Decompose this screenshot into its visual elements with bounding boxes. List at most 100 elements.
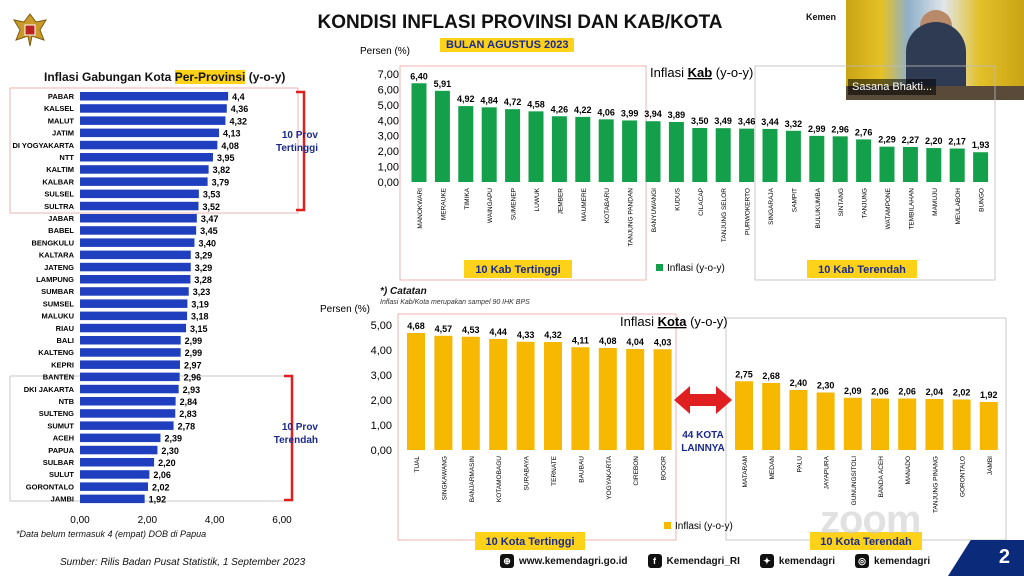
category-label: WATAMPONE bbox=[885, 187, 892, 229]
province-bar bbox=[80, 201, 199, 211]
province-value-label: 3,29 bbox=[195, 263, 213, 273]
bar bbox=[528, 111, 544, 182]
bar-value-label: 2,76 bbox=[855, 127, 873, 137]
bar-value-label: 4,11 bbox=[572, 335, 589, 345]
bar bbox=[653, 349, 672, 450]
bar-value-label: 2,68 bbox=[762, 371, 780, 381]
category-label: MANOKWARI bbox=[417, 188, 424, 229]
province-value-label: 4,08 bbox=[221, 141, 239, 151]
category-label: TANJUNG PINANG bbox=[932, 456, 939, 513]
bar bbox=[879, 146, 895, 182]
province-bar bbox=[80, 287, 189, 296]
category-label: SUMENEP bbox=[511, 188, 518, 220]
facebook-link[interactable]: f Kemendagri_RI bbox=[647, 554, 740, 568]
bar bbox=[816, 392, 835, 450]
bar-value-label: 3,50 bbox=[691, 116, 709, 126]
province-value-label: 4,36 bbox=[231, 104, 249, 114]
bar bbox=[544, 342, 562, 450]
bar bbox=[785, 130, 801, 182]
category-label: PALU bbox=[796, 456, 803, 473]
category-label: GUNUNGSITOLI bbox=[851, 456, 858, 506]
bar-value-label: 2,27 bbox=[902, 135, 920, 145]
bar-value-label: 2,04 bbox=[926, 387, 944, 397]
bar bbox=[411, 83, 427, 182]
bottom-group-label-1: 10 Prov bbox=[282, 422, 319, 433]
category-label: MEDAN bbox=[769, 456, 776, 480]
province-label: SULSEL bbox=[44, 190, 74, 199]
bar-value-label: 3,44 bbox=[761, 117, 779, 127]
y-tick-label: 5,00 bbox=[371, 320, 392, 332]
kota-legend-text: Inflasi (y-o-y) bbox=[675, 521, 733, 532]
province-label: KALTARA bbox=[39, 251, 75, 260]
province-bar bbox=[80, 275, 191, 284]
video-tile[interactable]: Sasana Bhakti... bbox=[846, 0, 1024, 100]
province-note: *Data belum termasuk 4 (empat) DOB di Pa… bbox=[16, 529, 207, 539]
province-value-label: 4,13 bbox=[223, 129, 241, 139]
website-link[interactable]: ⊕ www.kemendagri.go.id bbox=[500, 554, 628, 568]
province-bar bbox=[80, 372, 180, 382]
bar-value-label: 4,57 bbox=[435, 324, 453, 334]
category-label: MAMUJU bbox=[932, 188, 939, 216]
province-value-label: 3,18 bbox=[191, 312, 209, 322]
category-label: JAYAPURA bbox=[824, 455, 831, 489]
twitter-link[interactable]: ✦ kemendagri bbox=[759, 554, 835, 568]
bar bbox=[762, 383, 781, 450]
bar-value-label: 4,06 bbox=[597, 107, 615, 117]
bar bbox=[461, 336, 480, 450]
province-label: KALSEL bbox=[44, 104, 74, 113]
province-label: MALUKU bbox=[42, 312, 75, 321]
bar bbox=[551, 116, 567, 182]
bar-value-label: 4,22 bbox=[574, 105, 592, 115]
double-arrow-icon bbox=[674, 386, 732, 414]
bar bbox=[575, 116, 591, 182]
province-value-label: 3,52 bbox=[203, 202, 221, 212]
bar bbox=[668, 121, 684, 182]
category-label: SAMPIT bbox=[791, 188, 798, 212]
category-label: SURABAYA bbox=[524, 455, 531, 490]
kab-low-label-bg bbox=[807, 260, 917, 278]
instagram-icon: ◎ bbox=[855, 554, 870, 568]
category-label: YOGYAKARTA bbox=[606, 455, 613, 499]
category-label: SINTANG bbox=[838, 188, 845, 216]
bar-value-label: 2,02 bbox=[953, 388, 971, 398]
category-label: MATARAM bbox=[742, 456, 749, 488]
y-tick-label: 5,00 bbox=[378, 100, 399, 112]
bottom-group-label-2: Terendah bbox=[274, 435, 318, 446]
bar bbox=[809, 135, 825, 182]
note-title: *) Catatan bbox=[380, 286, 427, 297]
province-label: JABAR bbox=[48, 214, 74, 223]
province-value-label: 2,97 bbox=[184, 360, 202, 370]
province-bar bbox=[80, 397, 176, 406]
bar-value-label: 3,49 bbox=[714, 116, 732, 126]
bar-value-label: 2,99 bbox=[808, 124, 826, 134]
category-label: TUAL bbox=[414, 456, 421, 473]
y-tick-label: 6,00 bbox=[378, 84, 399, 96]
province-label: MALUT bbox=[48, 116, 75, 125]
province-x-tick: 2,00 bbox=[138, 515, 158, 526]
kota-low-label-bg bbox=[810, 532, 922, 550]
province-value-label: 2,96 bbox=[184, 373, 202, 383]
province-value-label: 3,79 bbox=[212, 177, 230, 187]
y-tick-label: 4,00 bbox=[378, 115, 399, 127]
province-label: PABAR bbox=[48, 92, 75, 101]
bar bbox=[622, 120, 638, 182]
top-bracket bbox=[296, 90, 306, 212]
y-tick-label: 0,00 bbox=[378, 177, 399, 189]
kab-chart-title: Inflasi Kab (y-o-y) bbox=[650, 65, 753, 80]
province-label: KALTENG bbox=[38, 348, 74, 357]
province-bar bbox=[80, 348, 181, 357]
province-chart: PABAR 4,4 KALSEL 4,36 MALUT 4,32 JATIM 4,13 DI Y… bbox=[9, 87, 319, 526]
province-bar bbox=[80, 177, 208, 186]
province-label: BALI bbox=[57, 336, 75, 345]
province-label: JATENG bbox=[44, 263, 74, 272]
province-bar bbox=[80, 165, 209, 174]
bar bbox=[925, 399, 944, 450]
category-label: CILACAP bbox=[698, 188, 705, 216]
category-label: BUNGO bbox=[979, 188, 986, 212]
kab-high-label: 10 Kab Tertinggi bbox=[475, 264, 560, 276]
province-bar bbox=[80, 116, 226, 125]
province-value-label: 3,45 bbox=[200, 226, 218, 236]
category-label: PURWOKERTO bbox=[745, 188, 752, 235]
instagram-link[interactable]: ◎ kemendagri bbox=[855, 554, 930, 568]
category-label: TANJUNG PANDAN bbox=[628, 188, 635, 247]
